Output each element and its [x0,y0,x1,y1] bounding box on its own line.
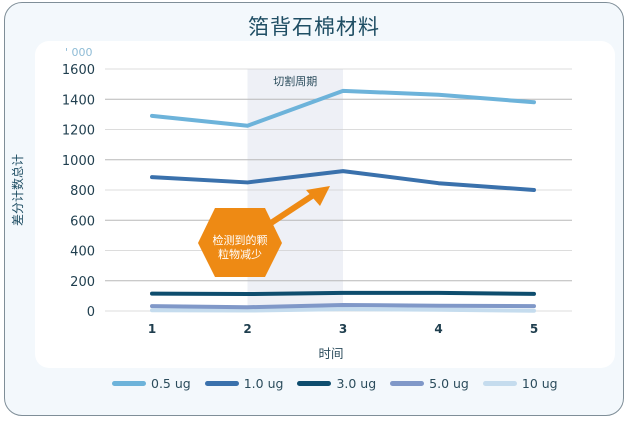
cutting-cycle-label: 切割周期 [273,74,317,88]
y-axis-ticks: 0 200 400 600 800 1000 1200 1400 1600 [62,63,95,320]
y-tick-label: 600 [70,214,95,229]
data-series [150,88,536,313]
x-tick-label: 2 [243,322,251,336]
series-line-5.0ug [150,302,536,310]
callout-text-line2: 粒物减少 [218,247,262,261]
y-axis-label: 差分计数总计 [10,154,25,226]
x-tick-label: 1 [148,322,156,336]
legend-label: 10 ug [521,376,558,391]
legend-item-5.0ug[interactable]: 5.0 ug [390,376,469,391]
legend-label: 3.0 ug [336,376,377,391]
legend-item-0.5ug[interactable]: 0.5 ug [112,376,191,391]
y-tick-label: 200 [70,275,95,290]
chart-title: 箔背石棉材料 [248,15,380,39]
y-tick-label: 1000 [62,154,95,169]
y-tick-label: 400 [70,245,95,260]
legend-swatch [112,381,146,386]
y-tick-label: 800 [70,184,95,199]
legend-swatch [482,381,517,386]
legend-label: 0.5 ug [151,376,191,391]
x-axis-ticks: 1 2 3 4 5 [148,322,538,336]
arrow-head-icon [306,186,330,206]
x-tick-label: 5 [530,322,538,336]
series-line-0.5ug [150,88,536,128]
x-axis-label: 时间 [318,346,343,361]
y-tick-label: 0 [87,305,95,320]
legend-item-3.0ug[interactable]: 3.0 ug [297,376,376,391]
series-line-1.0ug [150,169,536,192]
legend-swatch [297,381,332,386]
y-tick-label: 1200 [62,124,95,139]
hexagon-icon [198,208,282,277]
y-tick-label: 1600 [62,63,95,78]
legend-item-10ug[interactable]: 10 ug [482,376,558,391]
x-tick-label: 3 [339,322,347,336]
x-tick-label: 4 [434,322,442,336]
y-tick-label: 1400 [62,93,95,108]
legend-swatch [204,381,239,386]
legend-label: 1.0 ug [243,376,284,391]
particle-reduction-callout: 检测到的颗 粒物减少 [198,186,330,277]
series-line-10ug [150,307,536,313]
legend-label: 5.0 ug [429,376,469,391]
chart-legend: 0.5 ug 1.0 ug 3.0 ug 5.0 ug 10 ug [112,376,572,391]
legend-item-1.0ug[interactable]: 1.0 ug [204,376,284,391]
callout-arrow-shaft [266,189,320,228]
callout-text-line1: 检测到的颗 [213,233,268,247]
series-line-3.0ug [150,290,536,297]
axis-extra-label: ' 000 [65,46,93,59]
legend-swatch [390,381,425,386]
